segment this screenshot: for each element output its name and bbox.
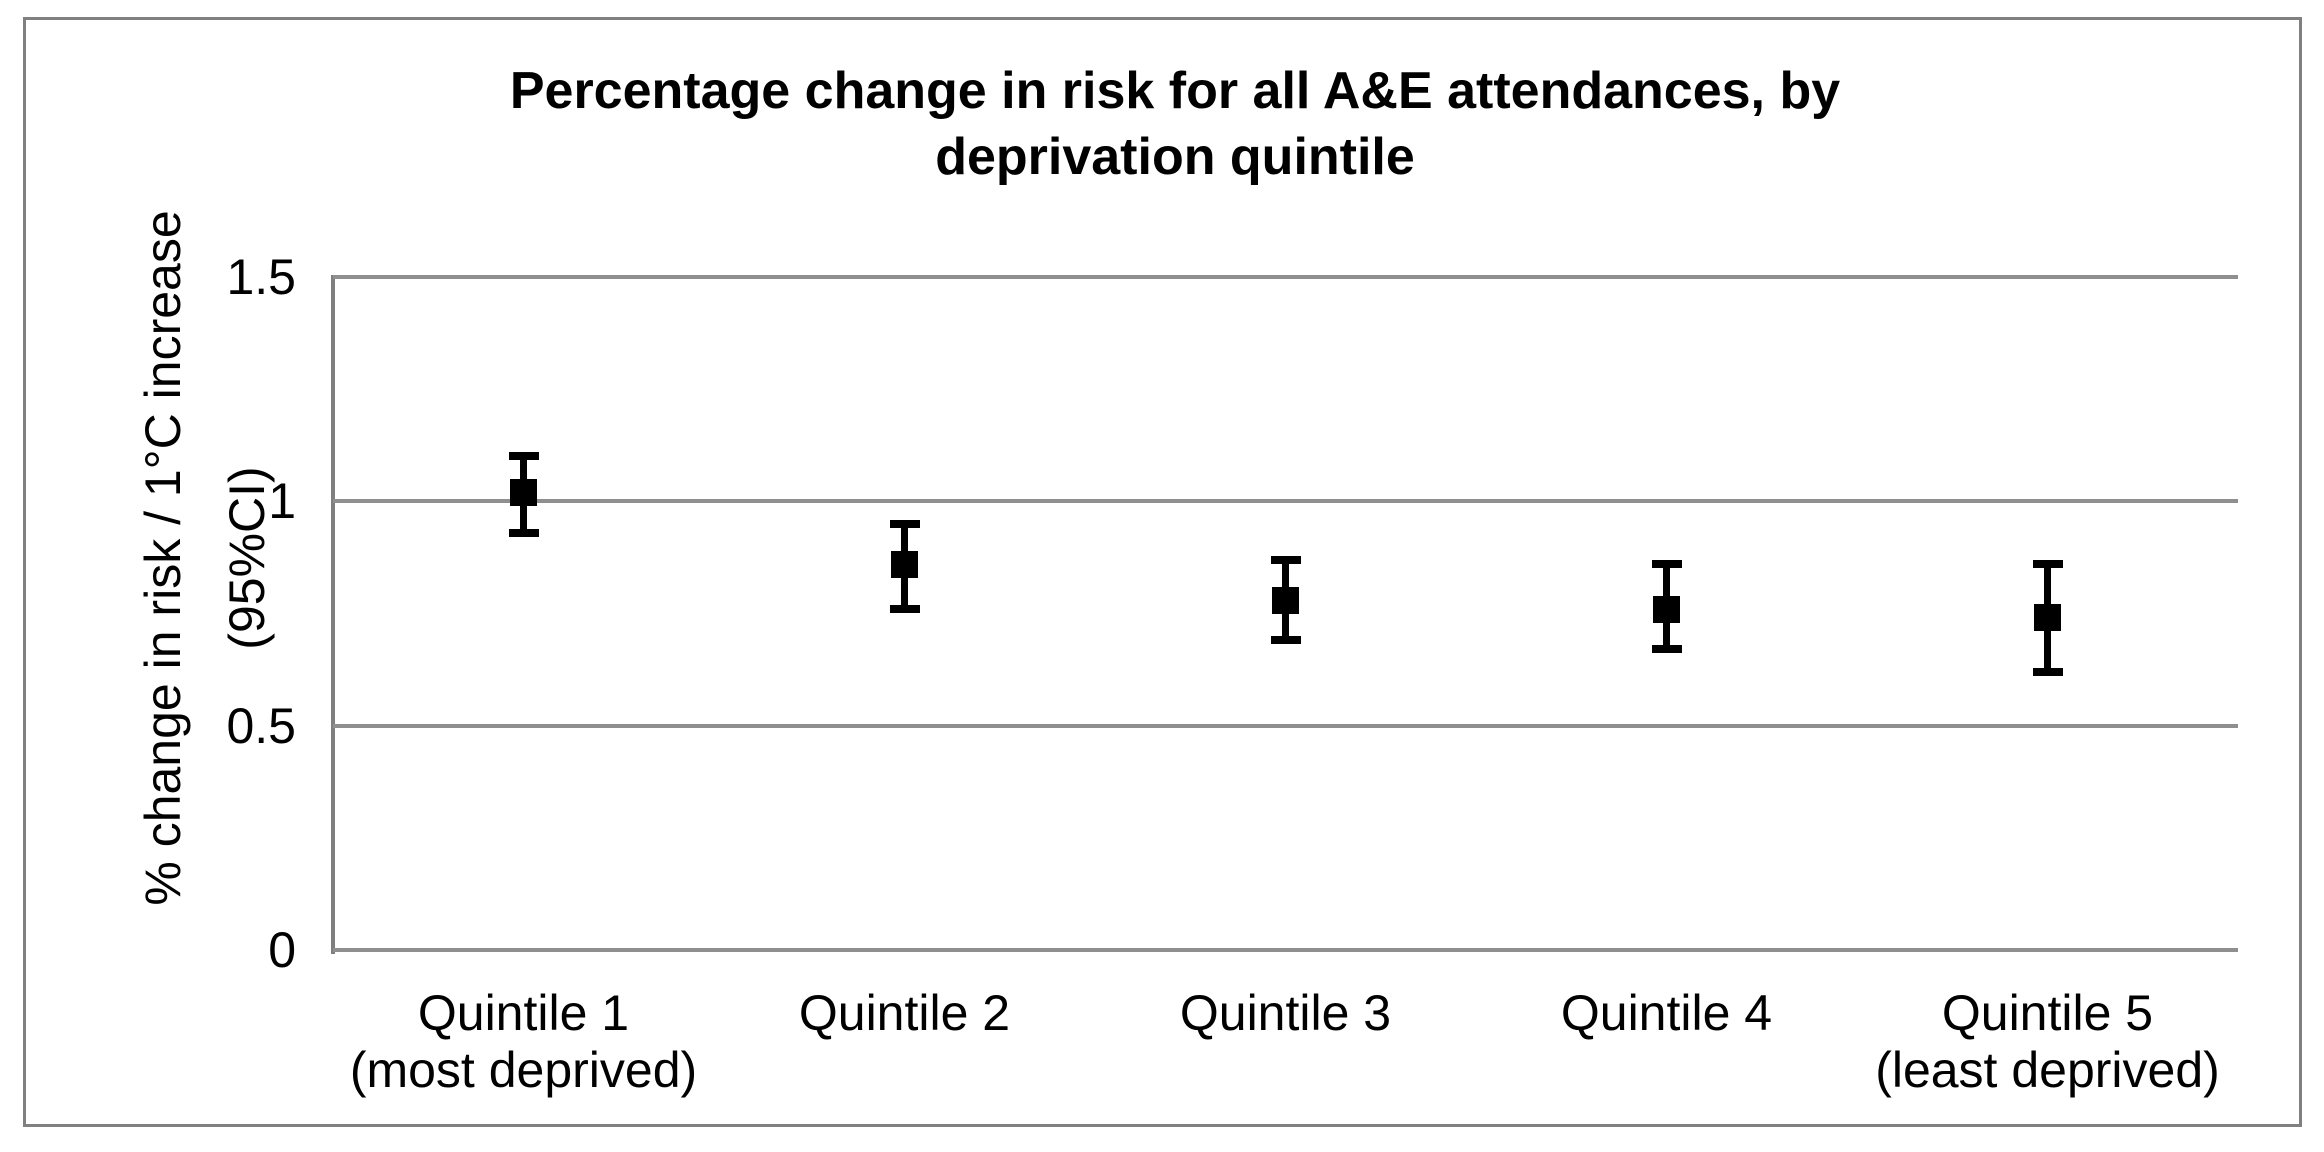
y-tick-label-0.5: 0.5 [226,697,296,754]
x-category-label-5: Quintile 5 (least deprived) [1788,985,2308,1099]
x-category-label-1: Quintile 1 (most deprived) [264,985,784,1099]
error-cap-upper-quintile-1 [508,452,539,461]
error-cap-lower-quintile-1 [508,528,539,537]
x-category-label-main: Quintile 3 [1179,985,1392,1041]
error-cap-upper-quintile-5 [2032,560,2063,569]
gridline-0.5 [333,723,2238,728]
x-category-label-main: Quintile 4 [1560,985,1773,1041]
data-point-quintile-3 [1272,586,1299,614]
chart-title: Percentage change in risk for all A&E at… [509,62,1841,186]
y-axis-line [331,275,335,954]
x-category-label-sub: (most deprived) [349,1042,698,1098]
error-cap-upper-quintile-4 [1651,560,1682,569]
error-cap-lower-quintile-3 [1270,636,1301,645]
error-cap-lower-quintile-4 [1651,645,1682,654]
y-tick-label-0: 0 [268,922,296,978]
error-cap-upper-quintile-2 [889,519,920,528]
data-point-quintile-2 [891,550,918,578]
x-category-label-main: Quintile 1 [417,985,630,1041]
gridline-1 [333,499,2238,504]
error-cap-lower-quintile-5 [2032,667,2063,676]
data-point-quintile-5 [2034,604,2061,632]
error-cap-upper-quintile-3 [1270,555,1301,564]
plot-area [331,275,2238,954]
x-category-label-2: Quintile 2 [645,985,1165,1042]
y-tick-label-1: 1 [268,473,296,530]
x-category-label-4: Quintile 4 [1407,985,1927,1042]
x-category-label-3: Quintile 3 [1026,985,1546,1042]
gridline-1.5 [333,275,2238,279]
error-cap-lower-quintile-2 [889,605,920,613]
x-category-label-main: Quintile 2 [798,985,1011,1041]
x-category-label-main: Quintile 5 [1941,985,2154,1041]
data-point-quintile-1 [510,478,537,506]
figure-border [23,17,2302,1127]
x-category-label-sub: (least deprived) [1875,1042,2220,1098]
gridline-0 [333,948,2238,952]
y-tick-label-1.5: 1.5 [226,249,296,305]
data-point-quintile-4 [1653,595,1680,623]
